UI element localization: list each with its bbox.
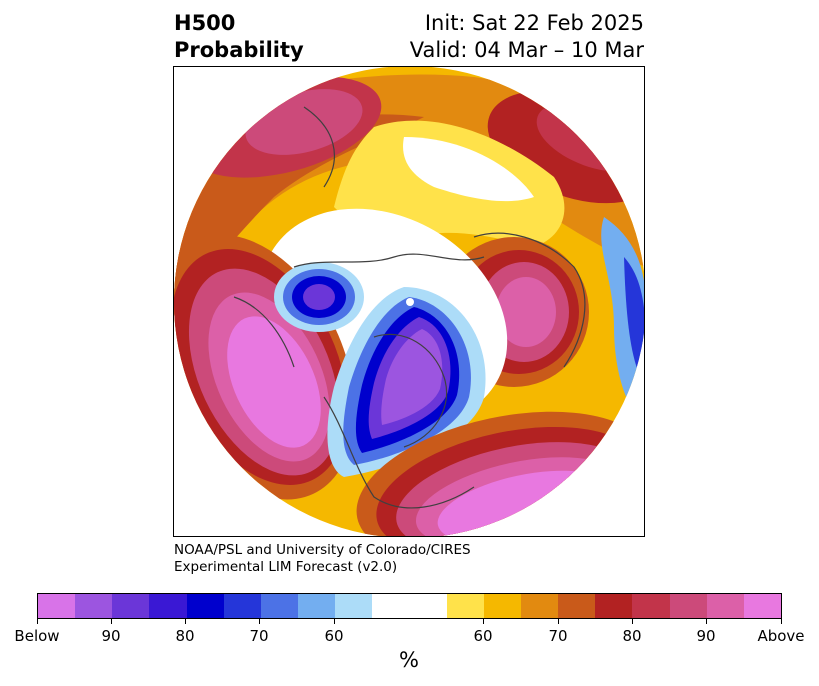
- colorbar-label-below-70: 70: [249, 627, 269, 645]
- credit-line-1: NOAA/PSL and University of Colorado/CIRE…: [174, 542, 471, 558]
- colorbar-label-above-60: 60: [473, 627, 493, 645]
- colorbar-tick: [706, 619, 707, 624]
- colorbar-swatch: [186, 594, 224, 618]
- colorbar-tick: [111, 619, 112, 624]
- colorbar-tick: [781, 619, 782, 624]
- colorbar-swatch: [521, 594, 559, 618]
- colorbar-swatch: [38, 594, 76, 618]
- init-date: Init: Sat 22 Feb 2025: [424, 11, 644, 35]
- colorbar-tick: [259, 619, 260, 624]
- colorbar-swatch: [372, 594, 447, 618]
- colorbar-swatch: [75, 594, 113, 618]
- colorbar-tick: [334, 619, 335, 624]
- forecast-dates: Init: Sat 22 Feb 2025 Valid: 04 Mar – 10…: [410, 10, 644, 64]
- north-pole-marker: [406, 298, 414, 306]
- colorbar-swatch: [223, 594, 261, 618]
- colorbar-label-below: Below: [14, 627, 60, 645]
- polar-map: [173, 66, 645, 537]
- colorbar-label-above-90: 90: [696, 627, 716, 645]
- colorbar-tick: [632, 619, 633, 624]
- probability-map-svg: [174, 67, 644, 536]
- colorbar-label-above-70: 70: [548, 627, 568, 645]
- colorbar-label-below-90: 90: [101, 627, 121, 645]
- probability-colorbar: [37, 593, 782, 619]
- title-line-1: H500: [174, 11, 236, 35]
- map-title: H500 Probability: [174, 10, 304, 64]
- colorbar-tick: [185, 619, 186, 624]
- colorbar-label-above: Above: [757, 627, 805, 645]
- colorbar-swatch: [260, 594, 299, 618]
- colorbar-label-below-80: 80: [175, 627, 195, 645]
- colorbar-swatch: [446, 594, 484, 618]
- forecast-field: [174, 67, 644, 536]
- colorbar-swatch: [112, 594, 150, 618]
- colorbar-swatch: [335, 594, 373, 618]
- colorbar-swatch: [558, 594, 596, 618]
- credit-text: NOAA/PSL and University of Colorado/CIRE…: [174, 542, 471, 576]
- colorbar-unit: %: [399, 648, 419, 672]
- title-line-2: Probability: [174, 38, 304, 62]
- colorbar-tick: [37, 619, 38, 624]
- colorbar-tick: [483, 619, 484, 624]
- colorbar-swatch: [595, 594, 633, 618]
- colorbar-swatch: [483, 594, 522, 618]
- colorbar-swatch: [149, 594, 187, 618]
- colorbar-swatch: [743, 594, 782, 618]
- colorbar-swatch: [632, 594, 670, 618]
- valid-range: Valid: 04 Mar – 10 Mar: [409, 38, 644, 62]
- credit-line-2: Experimental LIM Forecast (v2.0): [174, 559, 398, 575]
- colorbar-label-above-80: 80: [622, 627, 642, 645]
- colorbar-label-below-60: 60: [324, 627, 344, 645]
- colorbar-swatch: [706, 594, 744, 618]
- colorbar-swatch: [298, 594, 336, 618]
- colorbar-tick: [558, 619, 559, 624]
- colorbar-swatch: [669, 594, 707, 618]
